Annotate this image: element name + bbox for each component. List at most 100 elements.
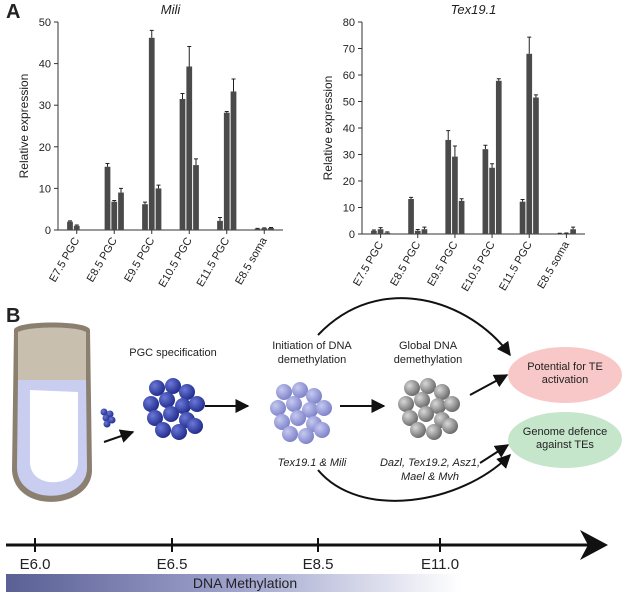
y-tick-label: 60 — [343, 70, 355, 82]
error-bar — [187, 46, 192, 67]
methylation-bar — [6, 574, 461, 592]
bar — [230, 91, 237, 230]
error-bar — [68, 220, 72, 222]
bar — [254, 228, 261, 230]
x-tick-label: E10.5 PGC — [157, 235, 195, 289]
arrow — [103, 429, 135, 443]
x-tick-label: E7.5 PGC — [47, 235, 82, 284]
cell — [298, 428, 314, 444]
y-tick-label: 10 — [39, 183, 51, 195]
bar — [217, 220, 223, 230]
embryo-cavity — [30, 390, 78, 483]
axis-line — [361, 22, 585, 235]
bar — [384, 232, 391, 234]
cell — [434, 384, 450, 400]
y-tick-label: 50 — [343, 97, 355, 109]
cell — [316, 400, 332, 416]
cell — [165, 378, 181, 394]
error-bar — [218, 217, 222, 221]
error-bar — [533, 94, 538, 98]
bar — [421, 229, 428, 234]
stage-label: PGC specification — [129, 347, 216, 359]
bar — [118, 192, 124, 230]
diagram: PGC specification Initiation of DNA demeth… — [6, 297, 622, 592]
stage-label: demethylation — [278, 354, 347, 366]
timeline-label: E8.5 — [303, 556, 334, 573]
error-bar — [422, 226, 427, 230]
error-bar — [459, 198, 464, 201]
chart-title: Mili — [161, 2, 182, 17]
error-bar — [452, 145, 457, 157]
y-tick-label: 40 — [39, 59, 51, 71]
x-tick-label: E9.5 PGC — [122, 235, 157, 284]
panel-label: A — [6, 1, 20, 23]
error-bar — [496, 78, 501, 81]
cell — [286, 396, 302, 412]
x-tick-label: E7.5 PGC — [351, 239, 386, 288]
cell — [187, 418, 203, 434]
timeline-label: E6.5 — [157, 556, 188, 573]
bar — [67, 221, 73, 230]
axis-line — [57, 22, 283, 231]
gene-label: Mael & Mvh — [401, 471, 459, 483]
error-bar — [112, 199, 117, 202]
cell — [155, 422, 171, 438]
bar — [495, 80, 502, 234]
bar — [519, 201, 526, 234]
outcome-label: Potential for TE — [527, 361, 603, 373]
error-bar — [119, 187, 123, 193]
x-tick-label: E8.5 soma — [535, 239, 572, 291]
bar — [179, 98, 186, 231]
bar — [268, 227, 274, 230]
cell — [292, 382, 308, 398]
bar-chart: Tex19.1 Relative expression 0 10 20 30 40 50 60 7… — [321, 2, 585, 294]
error-bar — [149, 29, 154, 38]
cell — [276, 384, 292, 400]
bar — [104, 166, 111, 230]
cell — [306, 388, 322, 404]
cell — [430, 398, 446, 414]
arrow — [317, 454, 511, 502]
timeline-arrowhead — [580, 530, 608, 560]
cell — [175, 398, 191, 414]
cell — [414, 392, 430, 408]
cell — [282, 426, 298, 442]
y-tick-label: 0 — [349, 229, 355, 241]
cell — [410, 422, 426, 438]
cell — [404, 380, 420, 396]
bar — [186, 66, 193, 231]
error-bar — [571, 226, 576, 230]
cell — [159, 392, 175, 408]
y-axis-label: Relative expression — [17, 74, 31, 179]
bar — [458, 200, 465, 234]
error-bar — [378, 227, 383, 230]
timeline-label: E6.0 — [20, 556, 51, 573]
error-bar — [527, 36, 532, 54]
cell — [143, 396, 159, 412]
y-tick-label: 40 — [343, 123, 355, 135]
y-tick-label: 20 — [39, 142, 51, 154]
error-bar — [156, 184, 161, 189]
y-tick-label: 50 — [39, 17, 51, 29]
x-tick-label: E11.5 PGC — [195, 235, 233, 289]
bar — [371, 230, 377, 234]
error-bar — [231, 78, 236, 92]
bar — [73, 225, 80, 230]
cell — [147, 410, 163, 426]
cell — [426, 424, 442, 440]
bar — [526, 53, 533, 234]
bar — [142, 204, 148, 230]
outcome-bubble — [508, 412, 622, 468]
x-tick-label: E8.5 soma — [233, 235, 270, 287]
cell — [270, 400, 286, 416]
stage-label: Initiation of DNA — [272, 340, 352, 352]
error-bar — [409, 196, 414, 200]
timeline-label: E11.0 — [421, 556, 459, 573]
bar — [111, 201, 118, 230]
bar — [570, 229, 576, 234]
embryo-ectoderm — [18, 327, 86, 385]
bar — [377, 229, 384, 234]
error-bar — [490, 163, 495, 168]
error-bar — [385, 231, 390, 233]
x-tick-label: E11.5 PGC — [497, 239, 535, 293]
